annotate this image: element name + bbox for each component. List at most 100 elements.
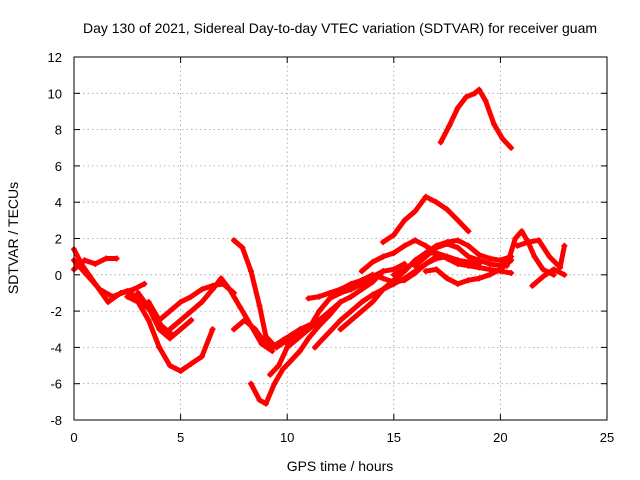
y-tick-label: -2	[50, 304, 62, 319]
data-point	[390, 231, 397, 238]
data-point	[454, 217, 461, 224]
data-point	[499, 135, 506, 142]
series-arc-21	[438, 87, 514, 151]
data-point	[369, 291, 376, 298]
data-point	[262, 340, 269, 347]
data-point	[109, 293, 116, 300]
data-point	[124, 293, 131, 300]
data-point	[401, 242, 408, 249]
data-point	[446, 122, 453, 129]
data-point	[316, 293, 323, 300]
data-point	[358, 308, 365, 315]
y-tick-label: 0	[55, 268, 62, 283]
data-point	[465, 228, 472, 235]
data-point	[518, 228, 525, 235]
y-tick-label: -4	[50, 340, 62, 355]
data-point	[305, 326, 312, 333]
data-point	[156, 326, 163, 333]
data-point	[237, 304, 244, 311]
data-point	[296, 348, 303, 355]
data-point	[102, 255, 109, 262]
data-point	[401, 275, 408, 282]
data-point	[369, 259, 376, 266]
data-point	[486, 266, 493, 273]
data-point	[337, 326, 344, 333]
series-arc-9	[231, 317, 311, 350]
data-point	[273, 344, 280, 351]
data-point	[177, 317, 184, 324]
series-layer	[71, 86, 568, 407]
data-point	[433, 250, 440, 257]
x-axis-title: GPS time / hours	[287, 458, 394, 474]
series-arc-24	[529, 266, 567, 289]
y-tick-label: 10	[48, 86, 62, 101]
data-point	[92, 260, 99, 267]
data-point	[247, 268, 254, 275]
series-arc-19	[412, 241, 514, 269]
y-tick-label: 4	[55, 195, 62, 210]
axis-layer: 0 5 10 15 20 25 -8 -6 -4 -2 0 2 4 6 8 10 12	[48, 50, 615, 445]
x-tick-label: 0	[70, 430, 77, 445]
data-point	[444, 275, 451, 282]
data-point	[512, 235, 519, 242]
x-tick-label: 15	[387, 430, 401, 445]
data-point	[124, 288, 131, 295]
data-point	[476, 86, 483, 93]
data-point	[465, 277, 472, 284]
data-point	[463, 93, 470, 100]
data-point	[83, 271, 90, 278]
y-tick-label: 8	[55, 123, 62, 138]
data-point	[166, 308, 173, 315]
data-point	[96, 286, 103, 293]
data-point	[390, 277, 397, 284]
data-point	[188, 317, 195, 324]
data-point	[188, 293, 195, 300]
data-point	[482, 97, 489, 104]
data-point	[476, 264, 483, 271]
data-point	[81, 257, 88, 264]
data-point	[486, 260, 493, 267]
data-point	[311, 344, 318, 351]
data-point	[369, 271, 376, 278]
data-point	[230, 326, 237, 333]
data-point	[471, 90, 478, 97]
y-tick-label: 6	[55, 159, 62, 174]
data-point	[476, 251, 483, 258]
data-point	[433, 255, 440, 262]
data-point	[288, 357, 295, 364]
data-point	[269, 348, 276, 355]
data-point	[156, 344, 163, 351]
data-point	[145, 317, 152, 324]
data-point	[337, 299, 344, 306]
data-point	[535, 237, 542, 244]
x-tick-label: 25	[600, 430, 614, 445]
data-point	[401, 260, 408, 267]
data-point	[433, 266, 440, 273]
data-point	[358, 286, 365, 293]
data-point	[497, 262, 504, 269]
data-point	[130, 286, 137, 293]
data-point	[316, 308, 323, 315]
data-point	[358, 268, 365, 275]
data-point	[503, 262, 510, 269]
data-point	[433, 244, 440, 251]
data-point	[348, 280, 355, 287]
data-point	[166, 362, 173, 369]
data-point	[337, 317, 344, 324]
data-point	[267, 371, 274, 378]
data-point	[262, 333, 269, 340]
x-tick-label: 5	[177, 430, 184, 445]
data-point	[256, 302, 263, 309]
y-tick-label: 2	[55, 232, 62, 247]
plot-frame	[73, 56, 608, 421]
data-point	[540, 273, 547, 280]
data-point	[156, 317, 163, 324]
data-point	[412, 268, 419, 275]
y-tick-label: 12	[48, 50, 62, 65]
data-point	[328, 326, 335, 333]
data-point	[390, 250, 397, 257]
data-point	[305, 295, 312, 302]
data-point	[294, 328, 301, 335]
data-point	[226, 286, 233, 293]
